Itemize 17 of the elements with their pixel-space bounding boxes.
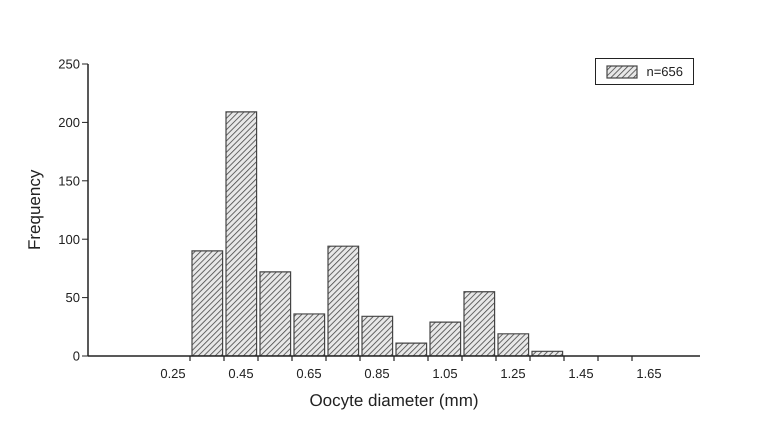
y-tick-label: 100 [58,232,80,247]
x-tick-label: 0.85 [364,366,390,381]
y-tick-label: 250 [58,56,80,72]
x-tick-label: 1.45 [568,366,594,381]
x-tick-label: 1.05 [432,366,458,381]
x-tick-label: 1.65 [636,366,662,381]
x-tick-label: 1.25 [500,366,526,381]
y-tick-label: 50 [66,290,80,306]
x-tick-label: 0.25 [160,366,186,381]
y-axis-title: Frequency [25,169,44,250]
y-tick-label: 200 [58,115,80,130]
x-axis-title: Oocyte diameter (mm) [309,391,479,410]
y-tick-label: 150 [58,173,80,188]
x-tick-label: 0.65 [296,366,322,381]
y-tick-label: 0 [72,348,80,364]
x-tick-label: 0.45 [228,366,254,381]
legend-label: n=656 [646,64,683,79]
